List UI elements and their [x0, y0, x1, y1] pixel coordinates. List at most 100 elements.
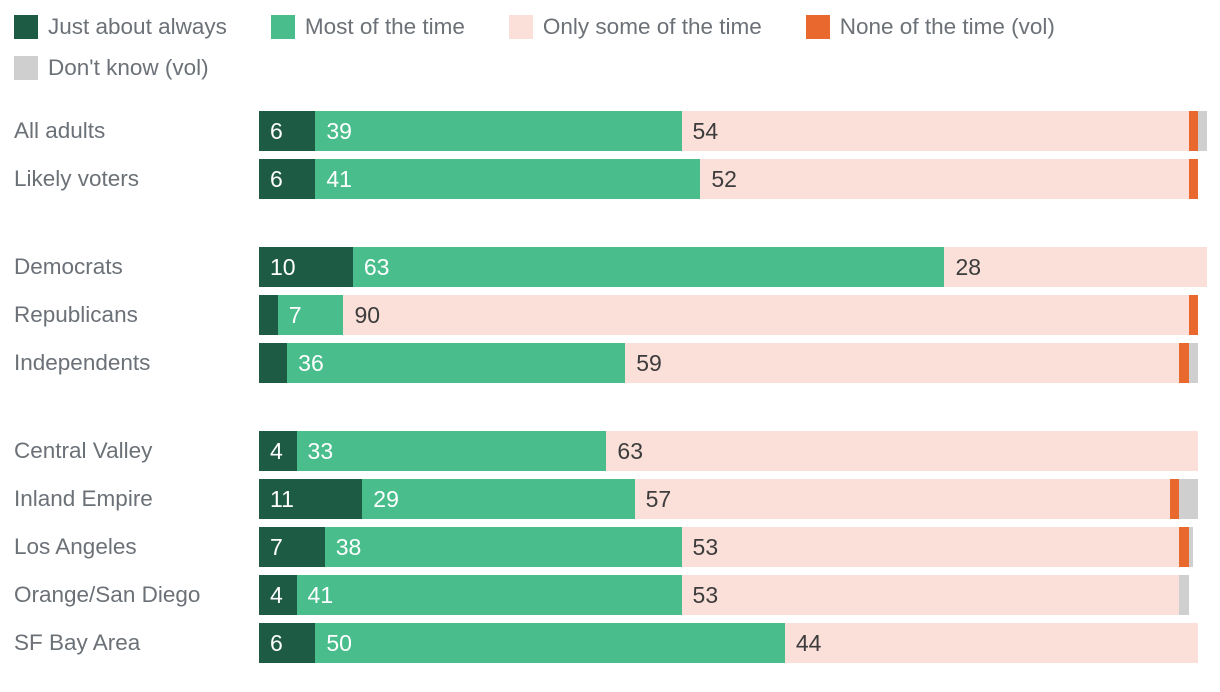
chart-area: All adults 6 39 54 Likely voters 6 41 52 Democra…	[0, 111, 1220, 663]
segment-always: 11	[259, 479, 363, 519]
segment-value: 54	[692, 118, 719, 144]
segment-dk	[1188, 343, 1198, 383]
row-label: Inland Empire	[14, 486, 153, 511]
segment-most: 50	[315, 623, 785, 663]
bar-group-party: Democrats 10 63 28 Republicans 7 90 Independent…	[0, 247, 1220, 383]
segment-value: 52	[711, 166, 737, 192]
bar-group-region: Central Valley 4 33 63 Inland Empire 11 29 57 Lo…	[0, 431, 1220, 663]
bar-row-sf-bay-area: SF Bay Area 6 50 44	[0, 623, 1220, 663]
segment-value: 57	[645, 486, 672, 512]
segment-value: 53	[692, 534, 719, 560]
legend-item-none-of-the-time-vol: None of the time (vol)	[805, 15, 1055, 39]
stacked-bar: 7 90	[259, 295, 1198, 335]
segment-always	[259, 343, 288, 383]
segment-value: 39	[326, 118, 352, 144]
chart-legend: Just about always Most of the time Only so…	[0, 0, 1214, 97]
segment-value: 41	[326, 166, 352, 192]
segment-value: 6	[270, 166, 283, 192]
stacked-bar: 6 50 44	[259, 623, 1198, 663]
row-label: Republicans	[14, 302, 138, 327]
stacked-bar: 6 41 52	[259, 159, 1198, 199]
segment-value: 41	[307, 582, 334, 608]
segment-value: 28	[955, 254, 982, 280]
segment-value: 36	[298, 350, 324, 376]
bar-row-inland-empire: Inland Empire 11 29 57	[0, 479, 1220, 519]
segment-value: 6	[270, 630, 283, 656]
legend-swatch-most	[270, 15, 295, 39]
row-label: SF Bay Area	[14, 630, 141, 655]
bar-row-independents: Independents 36 59	[0, 343, 1220, 383]
segment-some: 28	[944, 247, 1208, 287]
segment-always: 6	[259, 111, 316, 151]
segment-always: 10	[259, 247, 353, 287]
stacked-bar: 11 29 57	[259, 479, 1198, 519]
segment-most: 41	[315, 159, 701, 199]
segment-value: 59	[636, 350, 662, 376]
stacked-bar: 10 63 28	[259, 247, 1208, 287]
segment-always: 4	[259, 431, 297, 471]
segment-value: 11	[270, 486, 294, 512]
segment-some: 52	[700, 159, 1189, 199]
segment-most: 39	[315, 111, 682, 151]
segment-value: 29	[373, 486, 399, 512]
stacked-bar: 7 38 53	[259, 527, 1194, 567]
row-label: Orange/San Diego	[14, 582, 201, 607]
segment-value: 44	[795, 630, 822, 656]
row-label: All adults	[14, 118, 106, 143]
segment-always: 7	[259, 527, 325, 567]
segment-value: 63	[363, 254, 390, 280]
stacked-bar: 6 39 54	[259, 111, 1208, 151]
segment-none	[1188, 111, 1198, 151]
segment-some: 54	[681, 111, 1189, 151]
segment-some: 63	[606, 431, 1198, 471]
bar-row-republicans: Republicans 7 90	[0, 295, 1220, 335]
segment-dk	[1188, 527, 1194, 567]
segment-none	[1169, 479, 1180, 519]
legend-swatch-dk	[14, 56, 38, 80]
segment-some: 53	[681, 527, 1180, 567]
segment-dk	[1179, 575, 1189, 615]
legend-item-most-of-the-time: Most of the time	[270, 15, 465, 39]
bar-row-central-valley: Central Valley 4 33 63	[0, 431, 1220, 471]
segment-always	[259, 295, 278, 335]
stacked-bar: 4 41 53	[259, 575, 1189, 615]
bar-row-orange-san-diego: Orange/San Diego 4 41 53	[0, 575, 1220, 615]
stacked-bar: 4 33 63	[259, 431, 1198, 471]
segment-most: 29	[362, 479, 635, 519]
segment-some: 59	[625, 343, 1180, 383]
segment-always: 6	[259, 159, 316, 199]
segment-none	[1188, 295, 1198, 335]
legend-label: Just about always	[48, 14, 227, 39]
segment-value: 6	[270, 118, 283, 144]
stacked-bar: 36 59	[259, 343, 1198, 383]
segment-most: 63	[352, 247, 945, 287]
segment-always: 4	[259, 575, 297, 615]
segment-most: 36	[287, 343, 626, 383]
bar-row-los-angeles: Los Angeles 7 38 53	[0, 527, 1220, 567]
bar-row-democrats: Democrats 10 63 28	[0, 247, 1220, 287]
legend-swatch-none	[805, 15, 830, 39]
segment-none	[1188, 159, 1198, 199]
segment-value: 10	[270, 254, 296, 280]
segment-none	[1179, 527, 1189, 567]
segment-some: 53	[681, 575, 1180, 615]
row-label: Central Valley	[14, 438, 153, 463]
segment-most: 33	[296, 431, 607, 471]
segment-value: 53	[692, 582, 719, 608]
segment-dk	[1179, 479, 1198, 519]
row-label: Los Angeles	[14, 534, 137, 559]
segment-most: 7	[277, 295, 344, 335]
legend-swatch-always	[14, 15, 38, 39]
legend-label: Only some of the time	[542, 14, 762, 39]
legend-swatch-some	[508, 15, 533, 39]
segment-value: 38	[335, 534, 362, 560]
segment-value: 7	[270, 534, 283, 560]
segment-value: 33	[307, 438, 334, 464]
segment-most: 41	[296, 575, 682, 615]
bar-group-overall: All adults 6 39 54 Likely voters 6 41 52	[0, 111, 1220, 199]
segment-always: 6	[259, 623, 316, 663]
segment-some: 57	[634, 479, 1170, 519]
row-label: Independents	[14, 350, 151, 375]
legend-item-just-about-always: Just about always	[14, 15, 227, 39]
segment-none	[1179, 343, 1189, 383]
